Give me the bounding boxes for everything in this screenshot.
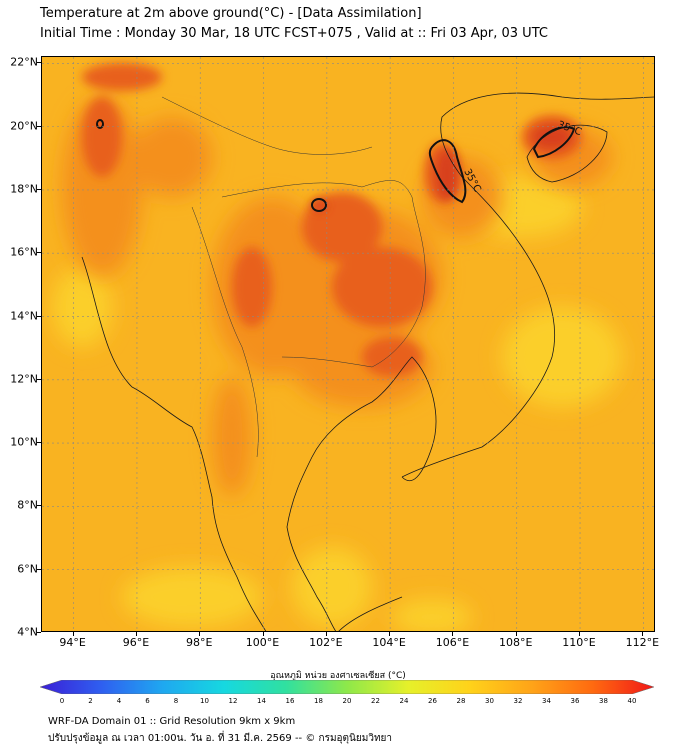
contour-myanmar [96, 119, 104, 129]
colorbar-tick-label: 6 [145, 697, 150, 705]
colorbar-tick-label: 30 [485, 697, 494, 705]
lat-tick-label: 6°N [17, 562, 38, 576]
lat-tick [37, 125, 41, 127]
colorbar-tick-label: 0 [59, 697, 65, 705]
lon-tick-label: 106°E [435, 636, 470, 649]
lat-tick [37, 505, 41, 507]
lat-tick-label: 8°N [17, 498, 38, 512]
colorbar-tick-label: 22 [371, 697, 380, 705]
contour-hainan [532, 126, 576, 159]
lon-tick [135, 632, 137, 636]
gulf-east-coastline [311, 356, 437, 482]
lat-tick [37, 442, 41, 444]
lat-tick [37, 378, 41, 380]
colorbar-tick-label: 24 [399, 697, 409, 705]
hainan-coastline [526, 124, 608, 183]
coastlines [81, 92, 654, 631]
gulf-west-coastline [286, 456, 337, 631]
lon-tick [389, 632, 391, 636]
colorbar-tick-label: 14 [257, 697, 266, 705]
lat-tick-label: 20°N [10, 119, 38, 133]
lon-tick [325, 632, 327, 636]
lon-tick-label: 112°E [625, 636, 660, 649]
lat-tick [37, 315, 41, 317]
lat-tick-label: 14°N [10, 309, 38, 323]
lat-tick [37, 62, 41, 64]
map-canvas: 35°C 35°C [42, 57, 654, 631]
lon-tick [262, 632, 264, 636]
malaysia-coastline [338, 596, 403, 631]
colorbar [40, 680, 654, 694]
lon-tick-label: 102°E [309, 636, 343, 649]
colorbar-label: อุณหภูมิ หน่วย องศาเซลเซียส (°C) [270, 671, 406, 681]
lat-tick [37, 188, 41, 190]
lon-tick [579, 632, 581, 636]
border-laos [221, 180, 426, 368]
footer-update-info: ปรับปรุงข้อมูล ณ เวลา 01:00น. วัน อ. ที่… [48, 733, 393, 744]
graticule [42, 57, 654, 631]
lat-tick-label: 4°N [17, 625, 38, 639]
colorbar-tick-label: 34 [542, 697, 551, 705]
lon-tick-label: 94°E [59, 636, 86, 649]
lon-tick-label: 110°E [562, 636, 596, 649]
lon-tick-label: 104°E [372, 636, 406, 649]
border-cambodia [281, 356, 373, 368]
colorbar-tick-label: 8 [173, 697, 179, 705]
colorbar-tick-label: 4 [116, 697, 122, 705]
colorbar-tick-label: 10 [200, 697, 209, 705]
lon-tick-label: 98°E [186, 636, 213, 649]
contours-35c [96, 119, 576, 212]
colorbar-tick-label: 2 [88, 697, 93, 705]
colorbar-tick-label: 26 [428, 697, 437, 705]
lat-tick-label: 10°N [10, 435, 38, 449]
footer-model-info: WRF-DA Domain 01 :: Grid Resolution 9km … [48, 716, 296, 727]
lon-tick [642, 632, 644, 636]
colorbar-tick-label: 16 [285, 697, 295, 705]
lon-tick-label: 100°E [245, 636, 280, 649]
map-title: Temperature at 2m above ground(°C) - [Da… [40, 6, 422, 21]
colorbar-tick-label: 28 [456, 697, 466, 705]
colorbar-tick-label: 18 [314, 697, 323, 705]
lon-tick-label: 96°E [122, 636, 150, 649]
contour-vietnam [428, 139, 467, 204]
colorbar-tick-label: 40 [627, 697, 637, 705]
lat-tick [37, 632, 41, 633]
colorbar-tick-label: 36 [570, 697, 580, 705]
colorbar-tick-label: 38 [599, 697, 608, 705]
lat-tick-label: 18°N [10, 182, 38, 196]
hottest-areas [311, 125, 572, 211]
map-subtitle: Initial Time : Monday 30 Mar, 18 UTC FCS… [40, 26, 548, 41]
west-coastline [81, 256, 267, 631]
colorbar-tick-label: 32 [513, 697, 523, 705]
border-myanmar [191, 206, 259, 458]
temperature-map: 35°C 35°C [41, 56, 655, 632]
lon-tick [199, 632, 201, 636]
lat-tick [37, 252, 41, 254]
border-china [161, 96, 373, 155]
lon-tick [515, 632, 517, 636]
lon-tick [452, 632, 454, 636]
colorbar-tick-label: 12 [228, 697, 238, 705]
borders [161, 96, 426, 458]
contour-laos [311, 198, 327, 212]
colorbar-gradient [40, 680, 654, 694]
lat-tick-label: 22°N [10, 55, 38, 69]
colorbar-tick-label: 20 [342, 697, 352, 705]
lat-tick-label: 16°N [10, 245, 38, 259]
vietnam-coastline [401, 92, 654, 478]
lat-tick [37, 568, 41, 570]
lon-tick-label: 108°E [499, 636, 533, 649]
lat-tick-label: 12°N [10, 372, 38, 386]
lon-tick [72, 632, 74, 636]
